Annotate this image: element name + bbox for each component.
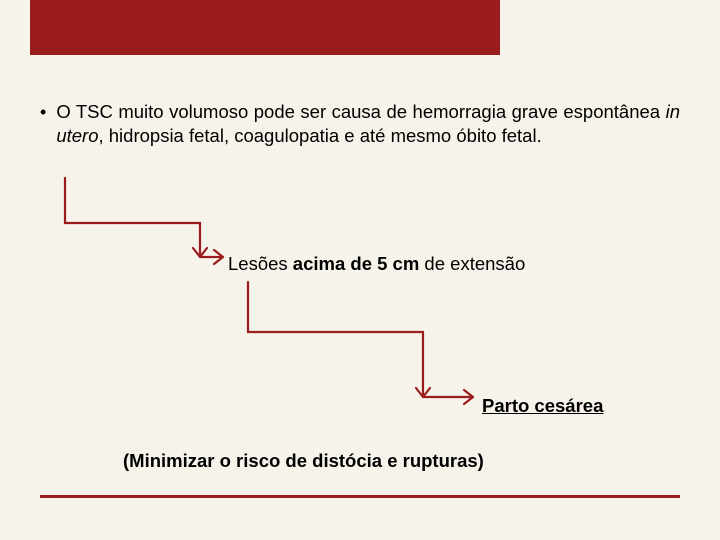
minimizar-text: (Minimizar o risco de distócia e ruptura… [123,450,484,472]
main-content: • O TSC muito volumoso pode ser causa de… [40,100,680,148]
connector-arrow-1 [65,178,225,263]
header-bar [30,0,500,55]
lesoes-post: de extensão [419,253,525,274]
bullet-text-post: , hidropsia fetal, coagulopatia e até me… [98,125,541,146]
bullet-item: • O TSC muito volumoso pode ser causa de… [40,100,680,148]
footer-line [40,495,680,498]
connector-path-2 [248,282,473,404]
parto-text: Parto cesárea [482,395,603,417]
lesoes-bold: acima de 5 cm [293,253,420,274]
lesoes-text: Lesões acima de 5 cm de extensão [228,253,525,275]
connector-path-1 [65,178,223,264]
bullet-dot: • [40,100,46,124]
lesoes-pre: Lesões [228,253,293,274]
bullet-text-pre: O TSC muito volumoso pode ser causa de h… [56,101,665,122]
connector-arrow-2 [248,282,478,407]
bullet-text: O TSC muito volumoso pode ser causa de h… [56,100,680,148]
